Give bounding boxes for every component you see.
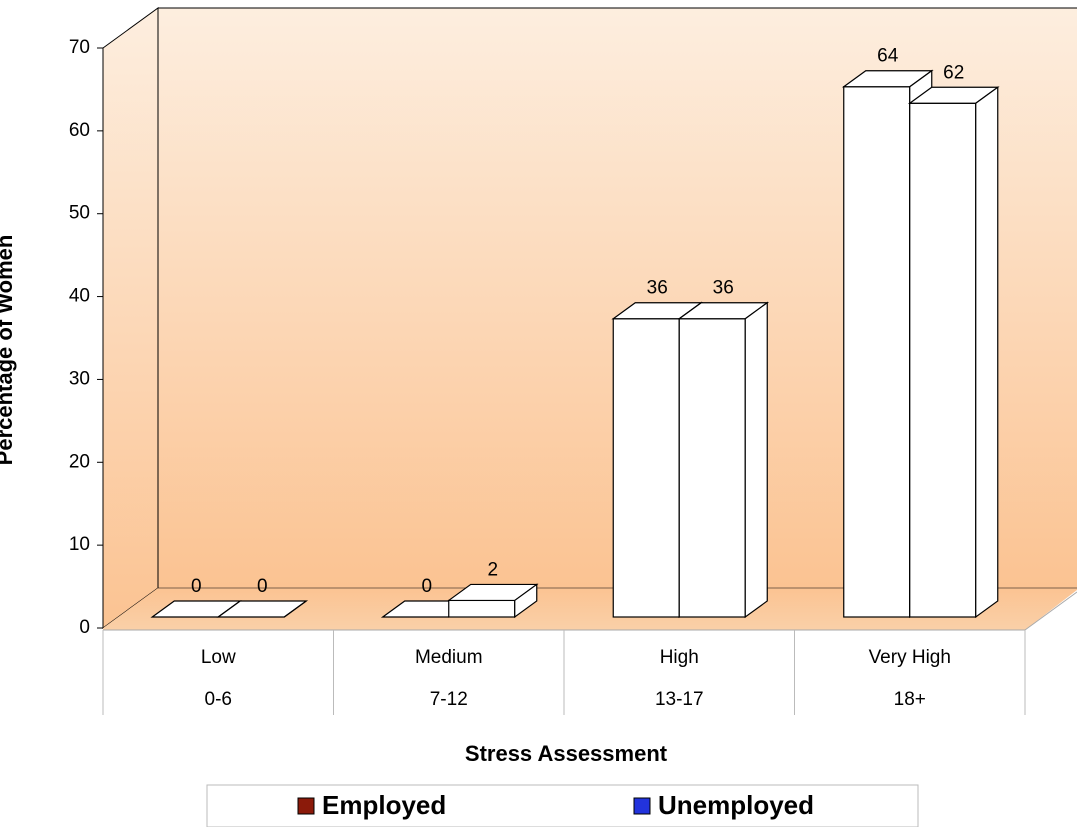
bar-front [678,318,746,618]
x-tick-sublabel: 7-12 [430,689,468,710]
bar [446,583,539,619]
x-axis-title: Stress Assessment [465,741,668,766]
bar-side [283,600,307,618]
legend-swatch [297,797,315,815]
bar [907,86,1000,619]
bar-side [744,301,768,619]
y-tick-label: 60 [69,120,90,141]
value-label: 0 [421,576,432,597]
y-tick-label: 30 [69,368,90,389]
x-tick-label: Medium [415,647,483,668]
bar-side [514,583,538,619]
y-tick-label: 70 [69,37,90,58]
bar [216,600,309,618]
y-axis-title: Percentage of Women [0,235,17,466]
side-wall [102,7,159,629]
bar-front [448,599,516,618]
bar-front [909,102,977,618]
value-label: 36 [647,278,668,299]
value-label: 0 [191,576,202,597]
legend [206,784,919,827]
value-label: 62 [943,62,964,83]
x-tick-sublabel: 18+ [894,689,926,710]
value-label: 0 [257,576,268,597]
y-tick-label: 10 [69,534,90,555]
x-tick-label: High [660,647,699,668]
y-tick-label: 0 [79,617,90,638]
x-tick-label: Very High [869,647,951,668]
x-tick-sublabel: 13-17 [655,689,704,710]
bar-side [975,86,999,619]
legend-label: Employed [322,790,446,820]
floor-edge [1024,591,1077,631]
x-tick-sublabel: 0-6 [205,689,232,710]
bar [677,301,770,619]
x-tick-label: Low [201,647,236,668]
y-tick-label: 40 [69,286,90,307]
floor [103,588,1077,630]
bar-front [843,86,911,618]
value-label: 2 [487,559,498,580]
value-label: 64 [877,46,899,67]
y-tick-label: 50 [69,203,90,224]
value-label: 36 [713,278,734,299]
bar-front [612,318,680,618]
legend-swatch [633,797,651,815]
legend-label: Unemployed [658,790,814,820]
y-tick-label: 20 [69,451,90,472]
